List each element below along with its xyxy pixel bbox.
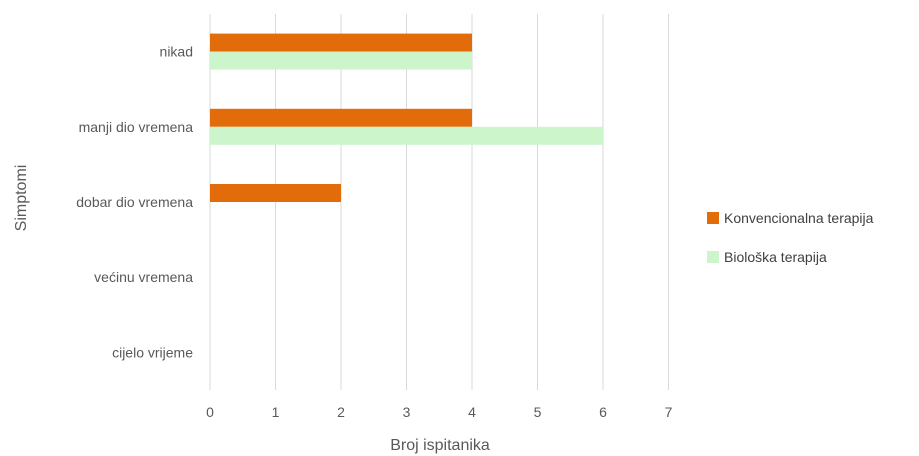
bar: [210, 33, 472, 52]
x-tick-label: 7: [665, 404, 673, 420]
category-labels: nikad manji dio vremena dobar dio vremena v…: [76, 44, 193, 361]
x-tick-label: 6: [599, 404, 607, 420]
category-label: manji dio vremena: [79, 119, 194, 135]
category-label: cijelo vrijeme: [112, 344, 193, 360]
x-axis-title: Broj ispitanika: [390, 437, 490, 454]
category-label: dobar dio vremena: [76, 194, 193, 210]
x-tick-label: 5: [534, 404, 542, 420]
category-label: većinu vremena: [94, 269, 193, 285]
category-label: nikad: [160, 44, 193, 60]
bars: [210, 33, 603, 202]
x-tick-label: 0: [206, 404, 214, 420]
x-tick-labels: 0 1 2 3 4 5 6 7: [206, 404, 673, 420]
legend-swatch: [707, 212, 719, 224]
x-tick-label: 3: [403, 404, 411, 420]
bar: [210, 126, 603, 145]
x-tick-label: 2: [337, 404, 345, 420]
y-axis-title: Simptomi: [13, 165, 30, 232]
x-tick-label: 4: [468, 404, 476, 420]
bar: [210, 108, 472, 127]
bar: [210, 51, 472, 70]
legend: Konvencionalna terapija Biološka terapija: [707, 210, 874, 265]
x-tick-label: 1: [272, 404, 280, 420]
legend-swatch: [707, 251, 719, 263]
legend-label: Konvencionalna terapija: [724, 210, 874, 226]
legend-label: Biološka terapija: [724, 249, 827, 265]
bar: [210, 184, 341, 202]
